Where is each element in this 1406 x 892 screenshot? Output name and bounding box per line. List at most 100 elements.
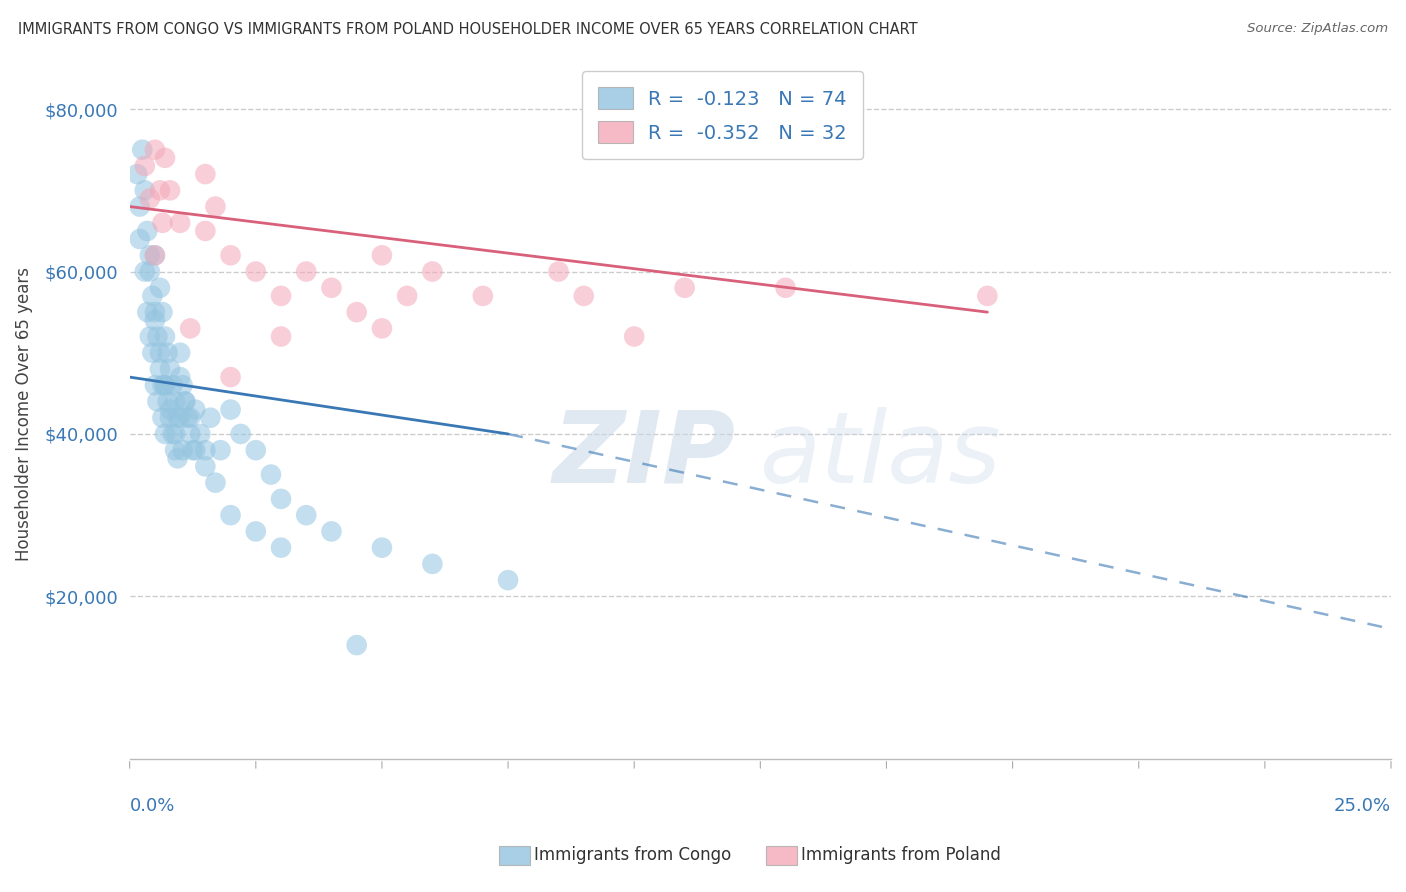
Legend: R =  -0.123   N = 74, R =  -0.352   N = 32: R = -0.123 N = 74, R = -0.352 N = 32: [582, 71, 863, 159]
Point: [139, 191, 162, 205]
Point: [169, 410, 191, 425]
Point: [496, 573, 519, 587]
Point: [131, 143, 153, 157]
Point: [194, 224, 217, 238]
Point: [174, 394, 197, 409]
Point: [152, 378, 174, 392]
Point: [245, 264, 267, 278]
Point: [295, 508, 318, 523]
Point: [134, 183, 156, 197]
Point: [229, 426, 252, 441]
Point: [143, 248, 166, 262]
Point: [346, 305, 368, 319]
Point: [159, 183, 181, 197]
Point: [270, 329, 292, 343]
Point: [134, 159, 156, 173]
Point: [139, 329, 162, 343]
Point: [128, 232, 150, 246]
Point: [184, 402, 207, 417]
Point: [152, 410, 174, 425]
Point: [270, 491, 292, 506]
Point: [179, 321, 201, 335]
Point: [775, 281, 797, 295]
Text: Immigrants from Congo: Immigrants from Congo: [534, 847, 731, 864]
Point: [172, 443, 194, 458]
Point: [166, 451, 188, 466]
Point: [295, 264, 318, 278]
Point: [209, 443, 232, 458]
Point: [245, 443, 267, 458]
Point: [547, 264, 569, 278]
Point: [156, 345, 179, 359]
Point: [166, 410, 188, 425]
Point: [139, 248, 162, 262]
Point: [165, 426, 187, 441]
Point: [204, 200, 226, 214]
Point: [188, 426, 211, 441]
Point: [623, 329, 645, 343]
Point: [127, 167, 149, 181]
Point: [321, 524, 343, 539]
Point: [371, 321, 394, 335]
Point: [141, 289, 163, 303]
Text: Source: ZipAtlas.com: Source: ZipAtlas.com: [1247, 22, 1388, 36]
Point: [159, 362, 181, 376]
Point: [371, 248, 394, 262]
Point: [139, 264, 162, 278]
Point: [270, 541, 292, 555]
Point: [371, 541, 394, 555]
Point: [136, 305, 159, 319]
Point: [260, 467, 283, 482]
Point: [153, 378, 176, 392]
Point: [471, 289, 494, 303]
Point: [153, 151, 176, 165]
Point: [174, 394, 197, 409]
Point: [153, 426, 176, 441]
Text: 25.0%: 25.0%: [1334, 797, 1391, 814]
Point: [179, 410, 201, 425]
Point: [396, 289, 419, 303]
Text: ZIP: ZIP: [553, 407, 735, 504]
Point: [162, 426, 184, 441]
Point: [219, 248, 242, 262]
Point: [146, 394, 169, 409]
Point: [152, 216, 174, 230]
Text: IMMIGRANTS FROM CONGO VS IMMIGRANTS FROM POLAND HOUSEHOLDER INCOME OVER 65 YEARS: IMMIGRANTS FROM CONGO VS IMMIGRANTS FROM…: [18, 22, 918, 37]
Point: [200, 410, 222, 425]
Point: [422, 557, 444, 571]
Text: atlas: atlas: [761, 407, 1002, 504]
Point: [321, 281, 343, 295]
Point: [169, 370, 191, 384]
Point: [219, 402, 242, 417]
Point: [194, 443, 217, 458]
Point: [179, 426, 201, 441]
Point: [184, 443, 207, 458]
Y-axis label: Householder Income Over 65 years: Householder Income Over 65 years: [15, 267, 32, 561]
Point: [141, 345, 163, 359]
Point: [204, 475, 226, 490]
Point: [146, 329, 169, 343]
Point: [153, 329, 176, 343]
Point: [134, 264, 156, 278]
Point: [346, 638, 368, 652]
Point: [165, 394, 187, 409]
Point: [143, 313, 166, 327]
Point: [219, 508, 242, 523]
Point: [572, 289, 595, 303]
Point: [176, 410, 198, 425]
Point: [219, 370, 242, 384]
Point: [422, 264, 444, 278]
Point: [136, 224, 159, 238]
Point: [143, 378, 166, 392]
Point: [181, 443, 204, 458]
Point: [976, 289, 998, 303]
Point: [673, 281, 696, 295]
Point: [128, 200, 150, 214]
Point: [169, 345, 191, 359]
Point: [165, 443, 187, 458]
Point: [149, 183, 172, 197]
Point: [159, 410, 181, 425]
Point: [194, 459, 217, 474]
Point: [149, 345, 172, 359]
Text: Immigrants from Poland: Immigrants from Poland: [801, 847, 1001, 864]
